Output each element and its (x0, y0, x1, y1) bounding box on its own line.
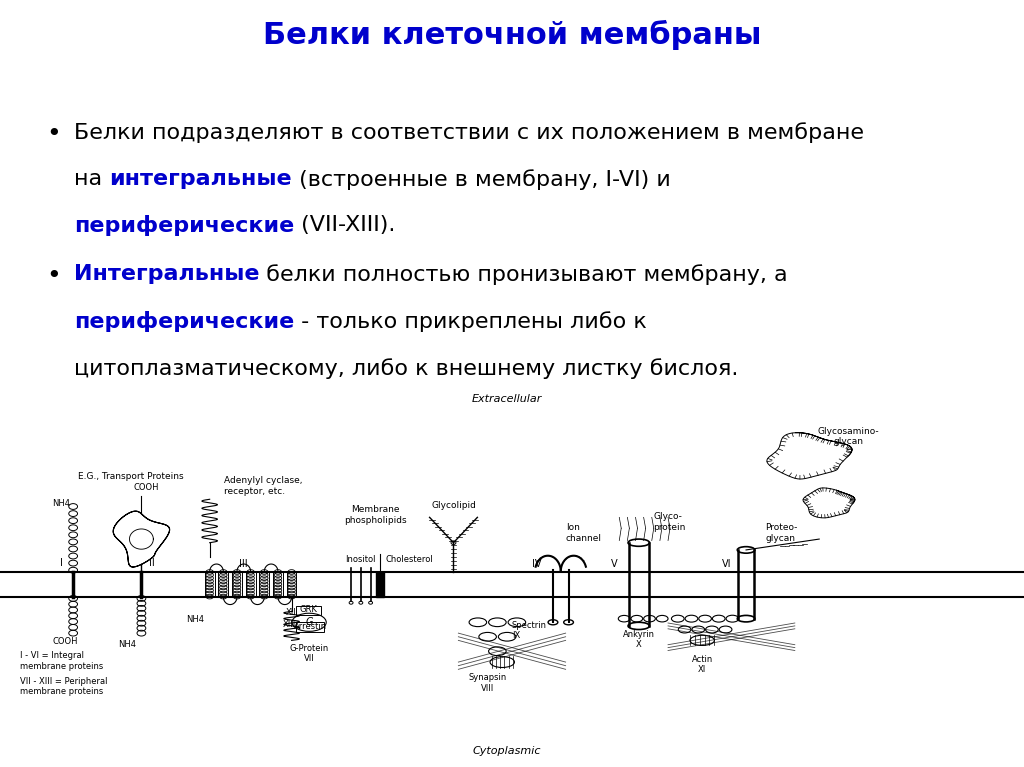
Text: VII - XIII = Peripheral
membrane proteins: VII - XIII = Peripheral membrane protein… (19, 676, 106, 696)
Text: receptor, etc.: receptor, etc. (224, 486, 286, 495)
Text: NH4: NH4 (186, 615, 204, 624)
Text: GRK: GRK (299, 605, 317, 614)
Bar (218, 571, 228, 597)
Text: Proteo-
glycan: Proteo- glycan (766, 523, 798, 543)
Text: белки полностью пронизывают мембрану, а: белки полностью пронизывают мембрану, а (259, 264, 787, 285)
Text: XIII: XIII (284, 620, 297, 629)
Text: Adenylyl cyclase,: Adenylyl cyclase, (224, 476, 303, 485)
Text: XII: XII (286, 607, 297, 617)
Text: COOH: COOH (133, 483, 159, 492)
Text: Cytoplasmic: Cytoplasmic (473, 746, 542, 756)
Ellipse shape (490, 657, 514, 667)
Text: •: • (46, 264, 60, 288)
Bar (246, 571, 256, 597)
Text: периферические: периферические (74, 216, 294, 236)
Text: COOH: COOH (52, 637, 78, 646)
Text: (VII-XIII).: (VII-XIII). (294, 216, 395, 235)
Text: G-Protein
VII: G-Protein VII (290, 644, 329, 663)
Text: VIII: VIII (481, 684, 495, 693)
Text: Glyco-
protein: Glyco- protein (653, 512, 686, 532)
Text: Ion: Ion (565, 523, 580, 532)
Text: Extracellular: Extracellular (472, 394, 543, 404)
Text: phospholipids: phospholipids (344, 515, 407, 525)
Text: Glycolipid: Glycolipid (431, 501, 476, 510)
Text: Белки подразделяют в соответствии с их положением в мембране: Белки подразделяют в соответствии с их п… (74, 122, 863, 143)
Text: II: II (150, 558, 155, 568)
Text: I - VI = Integral
membrane proteins: I - VI = Integral membrane proteins (19, 651, 102, 670)
Bar (287, 571, 297, 597)
Text: Spectrin: Spectrin (512, 621, 547, 630)
Text: I: I (60, 558, 62, 568)
Text: Arrestin: Arrestin (294, 622, 327, 631)
Text: IX: IX (512, 631, 520, 640)
Text: - только прикреплены либо к: - только прикреплены либо к (294, 311, 647, 332)
Text: VI: VI (722, 559, 731, 569)
Text: периферические: периферические (74, 311, 294, 332)
Text: NH4: NH4 (118, 640, 136, 650)
Text: channel: channel (565, 534, 602, 543)
Text: Actin
XI: Actin XI (691, 655, 713, 674)
Bar (273, 571, 283, 597)
Text: интегральные: интегральные (109, 169, 292, 189)
Bar (297, 607, 321, 615)
Text: •: • (46, 122, 60, 146)
Text: Cholesterol: Cholesterol (385, 555, 433, 565)
Text: Ankyrin
X: Ankyrin X (623, 630, 654, 649)
Text: цитоплазматическому, либо к внешнему листку бислоя.: цитоплазматическому, либо к внешнему лис… (74, 357, 738, 379)
Text: на: на (74, 169, 109, 189)
Text: NH4: NH4 (52, 499, 71, 509)
Bar (259, 571, 269, 597)
Bar (205, 571, 215, 597)
Text: Glycosamino-
glycan: Glycosamino- glycan (817, 427, 880, 446)
Text: Membrane: Membrane (351, 505, 399, 514)
Ellipse shape (690, 635, 715, 646)
Text: E.G., Transport Proteins: E.G., Transport Proteins (78, 472, 183, 481)
Text: Интегральные: Интегральные (74, 264, 259, 285)
Bar (297, 622, 324, 632)
Text: Inositol: Inositol (345, 555, 376, 565)
Text: (встроенные в мембрану, I-VI) и: (встроенные в мембрану, I-VI) и (292, 169, 671, 189)
Text: G: G (305, 617, 313, 627)
Bar (232, 571, 242, 597)
Bar (377, 571, 384, 597)
Text: III: III (240, 559, 248, 569)
Text: IV: IV (531, 559, 541, 569)
Text: V: V (611, 559, 617, 569)
Text: Белки клеточной мембраны: Белки клеточной мембраны (263, 21, 761, 51)
Text: Synapsin: Synapsin (469, 673, 507, 682)
